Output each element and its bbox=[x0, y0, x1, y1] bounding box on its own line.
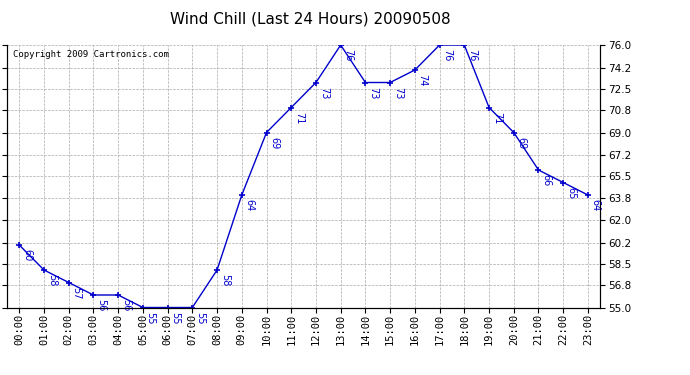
Text: 73: 73 bbox=[393, 87, 403, 99]
Text: 64: 64 bbox=[591, 199, 601, 211]
Text: 55: 55 bbox=[146, 312, 156, 324]
Text: 69: 69 bbox=[269, 136, 279, 149]
Text: 73: 73 bbox=[319, 87, 328, 99]
Text: 60: 60 bbox=[22, 249, 32, 261]
Text: 58: 58 bbox=[220, 274, 230, 286]
Text: 76: 76 bbox=[467, 49, 477, 62]
Text: 66: 66 bbox=[541, 174, 551, 186]
Text: 55: 55 bbox=[195, 312, 205, 324]
Text: 76: 76 bbox=[344, 49, 353, 62]
Text: Copyright 2009 Cartronics.com: Copyright 2009 Cartronics.com bbox=[13, 50, 169, 59]
Text: 71: 71 bbox=[492, 112, 502, 124]
Text: 73: 73 bbox=[368, 87, 378, 99]
Text: 65: 65 bbox=[566, 187, 576, 199]
Text: 56: 56 bbox=[121, 299, 131, 312]
Text: 58: 58 bbox=[47, 274, 57, 286]
Text: 69: 69 bbox=[517, 136, 526, 149]
Text: 64: 64 bbox=[244, 199, 255, 211]
Text: 74: 74 bbox=[417, 74, 428, 87]
Text: Wind Chill (Last 24 Hours) 20090508: Wind Chill (Last 24 Hours) 20090508 bbox=[170, 11, 451, 26]
Text: 56: 56 bbox=[96, 299, 106, 312]
Text: 57: 57 bbox=[72, 286, 81, 299]
Text: 55: 55 bbox=[170, 312, 180, 324]
Text: 76: 76 bbox=[442, 49, 453, 62]
Text: 71: 71 bbox=[294, 112, 304, 124]
